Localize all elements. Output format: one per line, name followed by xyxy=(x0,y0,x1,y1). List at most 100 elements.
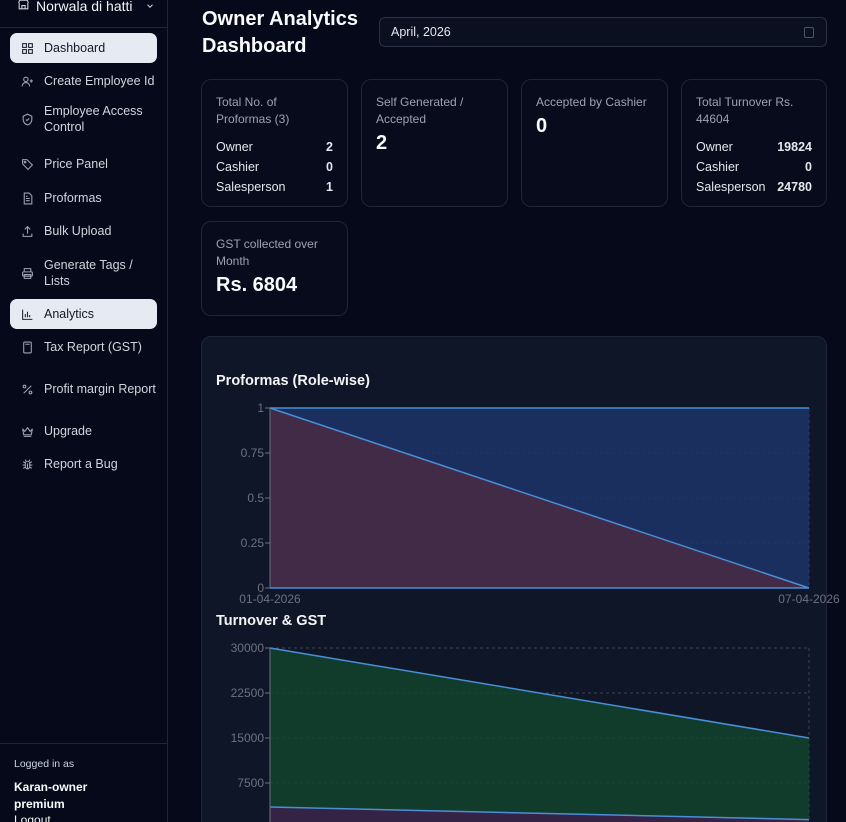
sidebar-item-profit-margin-report[interactable]: Profit margin Report xyxy=(10,370,157,408)
store-icon xyxy=(17,0,30,14)
logged-in-label: Logged in as xyxy=(14,758,75,770)
card-row: Cashier 0 xyxy=(216,157,333,177)
row-value: 0 xyxy=(326,160,333,174)
x-tick-label: 07-04-2026 xyxy=(778,592,840,606)
user-name: Karan-owner premium xyxy=(14,780,88,811)
sidebar-footer-divider xyxy=(0,743,167,744)
card-label: Accepted by Cashier xyxy=(536,95,647,109)
y-tick-label: 22500 xyxy=(231,686,265,700)
y-tick-label: 0.75 xyxy=(241,446,265,460)
month-picker[interactable]: April, 2026 xyxy=(379,17,827,47)
sidebar-item-label: Proformas xyxy=(44,191,102,205)
card-value: 0 xyxy=(536,115,548,137)
card-total-turnover: Total Turnover Rs. 44604 Owner 19824 Cash… xyxy=(681,79,827,207)
tag-icon xyxy=(20,157,34,171)
upload-icon xyxy=(20,224,34,238)
card-rows: Owner 19824 Cashier 0 Salesperson 24780 xyxy=(696,137,812,197)
sidebar-item-label: Create Employee Id xyxy=(44,74,155,88)
proformas-chart: 0 0.25 0.5 0.75 1 01-04-2026 07-04-2026 xyxy=(239,401,840,606)
card-row: Owner 2 xyxy=(216,137,333,157)
sidebar-item-label: Profit margin Report xyxy=(44,382,156,396)
card-row: Owner 19824 xyxy=(696,137,812,157)
sidebar-item-label: Price Panel xyxy=(44,157,108,171)
sidebar-item-employee-access-control[interactable]: Employee Access Control xyxy=(10,100,157,138)
sidebar: Norwala di hatti Dashboard Create Employ… xyxy=(0,0,168,822)
bar-chart-icon xyxy=(20,307,34,321)
card-row: Cashier 0 xyxy=(696,157,812,177)
logout-link[interactable]: Logout xyxy=(14,813,51,822)
bug-icon xyxy=(20,457,34,471)
series-line-0 xyxy=(269,647,810,739)
chart-title-turnover: Turnover & GST xyxy=(216,613,327,629)
sidebar-item-generate-tags-lists[interactable]: Generate Tags / Lists xyxy=(10,254,157,292)
series-area-0 xyxy=(270,648,809,822)
turnover-chart: 7500 15000 22500 30000 xyxy=(231,641,810,822)
y-tick-label: 30000 xyxy=(231,641,265,655)
row-value: 1 xyxy=(326,180,333,194)
calculator-icon xyxy=(20,340,34,354)
sidebar-item-label: Tax Report (GST) xyxy=(44,340,142,354)
crown-icon xyxy=(20,424,34,438)
sidebar-item-label: Report a Bug xyxy=(44,457,118,471)
row-value: 19824 xyxy=(777,140,812,154)
sidebar-item-label: Analytics xyxy=(44,307,95,321)
row-value: 24780 xyxy=(777,180,812,194)
user-plus-icon xyxy=(20,74,34,88)
sidebar-item-bulk-upload[interactable]: Bulk Upload xyxy=(10,216,157,246)
card-gst-collected: GST collected over Month Rs. 6804 xyxy=(201,221,348,316)
sidebar-item-label: Generate Tags / Lists xyxy=(44,258,133,288)
row-label: Owner xyxy=(216,140,253,154)
store-name: Norwala di hatti xyxy=(36,0,133,14)
store-switcher[interactable]: Norwala di hatti xyxy=(17,0,155,16)
card-total-proformas: Total No. of Proformas (3) Owner 2 Cashie… xyxy=(201,79,348,207)
grid-icon xyxy=(20,41,34,55)
sidebar-item-dashboard[interactable]: Dashboard xyxy=(10,33,157,63)
card-value: 2 xyxy=(376,132,388,154)
shield-icon xyxy=(20,112,34,126)
y-tick-label: 0 xyxy=(257,581,264,595)
x-tick-label: 01-04-2026 xyxy=(239,592,301,606)
file-text-icon xyxy=(20,191,34,205)
sidebar-item-tax-report-gst[interactable]: Tax Report (GST) xyxy=(10,332,157,362)
percent-icon xyxy=(20,382,34,396)
row-label: Salesperson xyxy=(696,180,766,194)
sidebar-item-upgrade[interactable]: Upgrade xyxy=(10,416,157,446)
sidebar-divider xyxy=(0,27,167,28)
sidebar-item-report-a-bug[interactable]: Report a Bug xyxy=(10,449,157,479)
row-label: Owner xyxy=(696,140,733,154)
sidebar-item-create-employee-id[interactable]: Create Employee Id xyxy=(10,66,157,96)
sidebar-item-label: Bulk Upload xyxy=(44,224,112,238)
sidebar-item-label: Dashboard xyxy=(44,41,106,55)
card-self-generated: Self Generated / Accepted 2 xyxy=(361,79,508,207)
calendar-icon[interactable] xyxy=(804,27,814,38)
printer-icon xyxy=(20,266,34,280)
chart-title-proformas: Proformas (Role-wise) xyxy=(216,373,370,389)
page-title: Owner Analytics Dashboard xyxy=(202,8,358,57)
card-label: Total No. of Proformas (3) xyxy=(216,95,290,126)
row-label: Cashier xyxy=(216,160,260,174)
row-label: Salesperson xyxy=(216,180,286,194)
y-tick-label: 1 xyxy=(257,401,264,415)
sidebar-item-price-panel[interactable]: Price Panel xyxy=(10,149,157,179)
month-value: April, 2026 xyxy=(391,25,451,39)
card-label: Self Generated / Accepted xyxy=(376,95,464,126)
sidebar-item-label: Upgrade xyxy=(44,424,92,438)
y-tick-label: 7500 xyxy=(237,776,264,790)
row-value: 0 xyxy=(805,160,812,174)
card-accepted-by-cashier: Accepted by Cashier 0 xyxy=(521,79,668,207)
y-tick-label: 15000 xyxy=(231,731,265,745)
sidebar-item-analytics[interactable]: Analytics xyxy=(10,299,157,329)
card-label: GST collected over Month xyxy=(216,237,318,268)
card-value: Rs. 6804 xyxy=(216,274,298,296)
series-line-1 xyxy=(269,407,810,589)
y-tick-label: 0.5 xyxy=(247,491,264,505)
row-label: Cashier xyxy=(696,160,740,174)
card-rows: Owner 2 Cashier 0 Salesperson 1 xyxy=(216,137,333,197)
row-value: 2 xyxy=(326,140,333,154)
sidebar-item-label: Employee Access Control xyxy=(44,104,143,134)
sidebar-item-proformas[interactable]: Proformas xyxy=(10,183,157,213)
y-tick-label: 0.25 xyxy=(241,536,265,550)
series-line-1 xyxy=(269,806,810,821)
card-label: Total Turnover Rs. 44604 xyxy=(696,95,794,126)
chevron-down-icon xyxy=(145,0,155,14)
